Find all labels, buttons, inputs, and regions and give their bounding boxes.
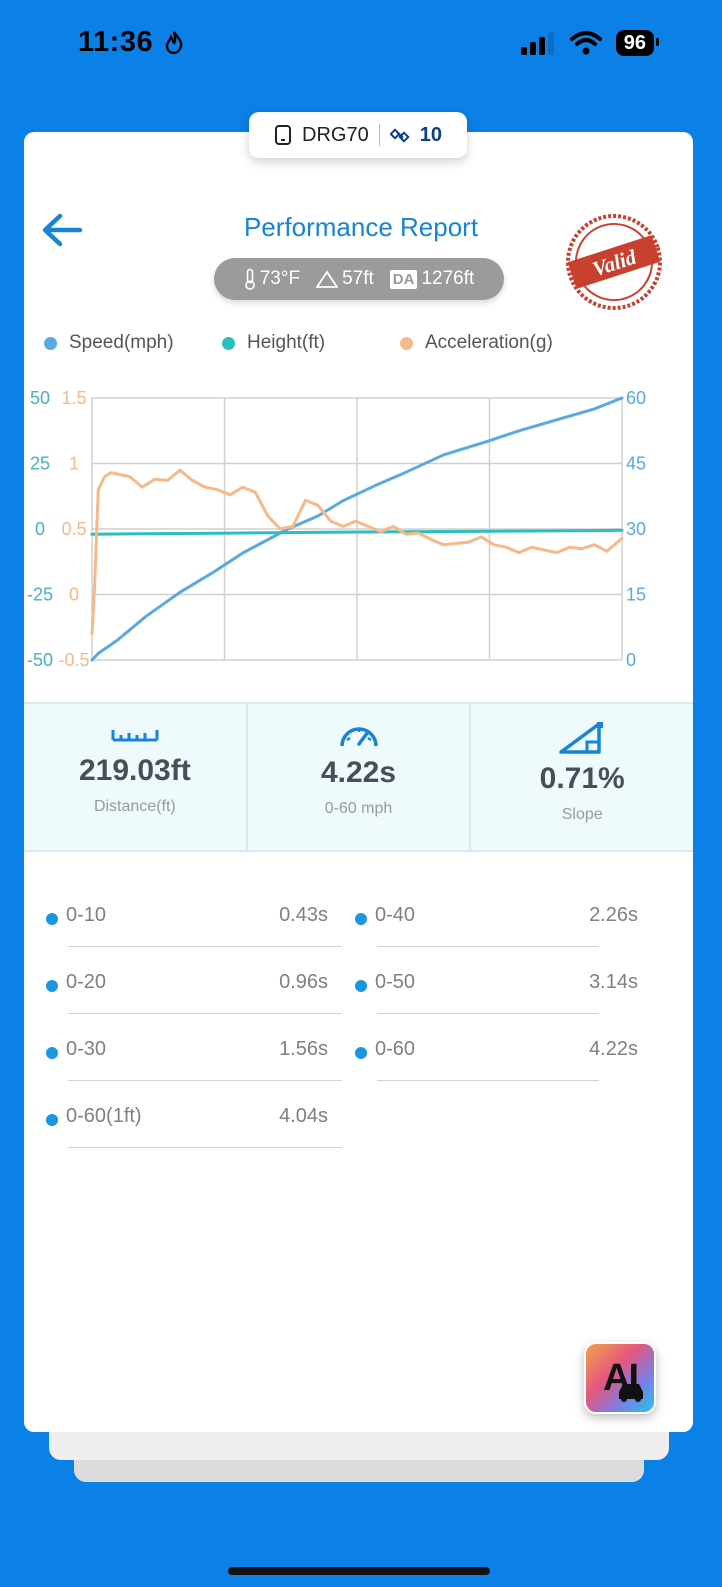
device-name: DRG70 — [302, 123, 369, 146]
split-time: 0.96s — [279, 971, 328, 993]
split-label: 0-50 — [375, 971, 416, 993]
device-selector[interactable]: DRG70 10 — [249, 112, 467, 158]
clock-text: 11:36 — [78, 26, 154, 58]
wifi-icon — [569, 31, 602, 55]
density-altitude-item: DA 1276ft — [389, 268, 475, 290]
zero-to-sixty-label: 0-60 mph — [324, 800, 393, 817]
legend-dot — [222, 336, 235, 350]
da-icon: DA — [389, 269, 418, 289]
height-tick-label: -50 — [27, 650, 53, 670]
zero-to-sixty-value: 4.22s — [320, 756, 397, 789]
metric-distance: 219.03ft Distance(ft) — [24, 704, 248, 850]
device-icon — [275, 125, 292, 145]
split-label: 0-20 — [66, 971, 107, 993]
legend-label: Acceleration(g) — [425, 332, 553, 353]
density-altitude-value: 1276ft — [421, 268, 475, 289]
split-time: 3.14s — [589, 971, 638, 993]
speed-tick-label: 0 — [626, 650, 636, 670]
acceleration-tick-label: 1.5 — [61, 388, 86, 408]
height-tick-label: 0 — [35, 519, 45, 539]
valid-stamp-icon: Valid — [566, 214, 662, 310]
split-divider — [68, 1147, 342, 1148]
back-arrow-icon[interactable] — [40, 212, 84, 248]
status-time: 11:36 — [78, 26, 184, 59]
split-divider — [377, 946, 599, 947]
home-indicator[interactable] — [228, 1567, 490, 1575]
temperature-value: 73°F — [259, 268, 301, 289]
split-time: 2.26s — [589, 904, 638, 926]
split-time: 4.22s — [589, 1038, 638, 1060]
split-label: 0-60(1ft) — [66, 1105, 142, 1127]
ai-assistant-button[interactable]: AI — [584, 1342, 656, 1414]
page-title: Performance Report — [243, 212, 479, 242]
split-time: 0.43s — [279, 904, 328, 926]
split-dot — [355, 913, 367, 925]
metrics-panel: 219.03ft Distance(ft) 4.22s 0-60 mph 0.7… — [24, 702, 693, 852]
satellite-icon — [389, 128, 410, 143]
mountain-icon — [316, 270, 339, 288]
series-line-accel — [90, 468, 624, 636]
split-divider — [68, 1013, 342, 1014]
speed-tick-label: 30 — [626, 519, 646, 539]
split-dot — [46, 1114, 58, 1126]
thermometer-icon — [244, 268, 255, 290]
altitude-item: 57ft — [316, 268, 374, 290]
height-tick-label: -25 — [27, 585, 53, 605]
legend-height[interactable]: Height(ft) — [222, 332, 325, 354]
acceleration-tick-label: 0.5 — [61, 519, 86, 539]
signal-icon — [520, 32, 554, 55]
split-dot — [46, 913, 58, 925]
series-line-speed — [90, 396, 624, 662]
split-divider — [377, 1080, 599, 1081]
legend-label: Height(ft) — [247, 332, 326, 353]
speed-tick-label: 15 — [626, 585, 646, 605]
flame-icon — [165, 31, 182, 55]
status-icons: 96 — [520, 30, 660, 56]
distance-label: Distance(ft) — [93, 798, 176, 815]
satellite-count: 10 — [419, 123, 442, 146]
split-label: 0-40 — [375, 904, 416, 926]
slope-value: 0.71% — [539, 762, 625, 795]
car-icon — [619, 1384, 643, 1402]
environment-info: 73°F 57ft DA 1276ft — [214, 258, 504, 300]
speedometer-icon — [339, 727, 378, 747]
split-label: 0-60 — [375, 1038, 416, 1060]
divider — [378, 124, 380, 146]
performance-chart[interactable]: 50 25 0 -25 -50 1.5 1 0.5 0 -0.5 60 45 30 15 0 — [0, 370, 722, 680]
temperature-item: 73°F — [244, 268, 300, 290]
acceleration-tick-label: 0 — [69, 585, 79, 605]
height-tick-label: 50 — [30, 388, 50, 408]
slope-label: Slope — [561, 806, 603, 823]
ruler-icon — [111, 730, 159, 742]
legend-dot — [400, 336, 413, 350]
legend-label: Speed(mph) — [69, 332, 174, 353]
split-label: 0-10 — [66, 904, 107, 926]
metric-zero-to-sixty: 4.22s 0-60 mph — [248, 704, 472, 850]
acceleration-tick-label: -0.5 — [58, 650, 89, 670]
slope-icon — [559, 722, 604, 754]
split-dot — [46, 980, 58, 992]
split-label: 0-30 — [66, 1038, 107, 1060]
speed-tick-label: 45 — [626, 454, 646, 474]
legend-acceleration[interactable]: Acceleration(g) — [400, 332, 553, 354]
split-dot — [46, 1047, 58, 1059]
speed-tick-label: 60 — [626, 388, 646, 408]
height-tick-label: 25 — [30, 454, 50, 474]
split-time: 1.56s — [279, 1038, 328, 1060]
split-time: 4.04s — [279, 1105, 328, 1127]
split-divider — [68, 1080, 342, 1081]
split-divider — [377, 1013, 599, 1014]
split-dot — [355, 980, 367, 992]
altitude-value: 57ft — [342, 268, 374, 289]
split-divider — [68, 946, 342, 947]
split-dot — [355, 1047, 367, 1059]
acceleration-tick-label: 1 — [69, 454, 79, 474]
legend-speed[interactable]: Speed(mph) — [44, 332, 174, 354]
battery-icon: 96 — [615, 30, 660, 56]
battery-level: 96 — [623, 32, 646, 54]
legend-dot — [44, 336, 57, 350]
series-line-height — [90, 528, 624, 536]
metric-slope: 0.71% Slope — [471, 704, 693, 850]
distance-value: 219.03ft — [78, 754, 191, 787]
